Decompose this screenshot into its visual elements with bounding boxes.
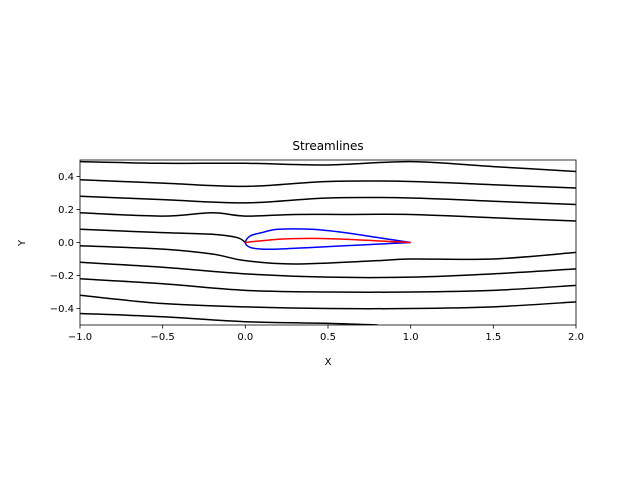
streamline-3 [80,195,576,206]
chart-title: Streamlines [292,139,363,153]
x-axis: −1.0 −0.5 0.0 0.5 1.0 1.5 2.0 [68,325,584,343]
x-axis-label: X [325,357,332,368]
y-tick-label: 0.4 [58,172,74,183]
streamline-7 [80,261,576,279]
x-tick-label: 1.0 [403,332,419,343]
plot-area [80,160,576,325]
y-tick-label: −0.2 [50,271,74,282]
streamline-1 [80,160,576,173]
y-axis: −0.4 −0.2 0.0 0.2 0.4 [50,172,80,315]
y-tick-label: 0.2 [58,205,74,216]
y-axis-label: Y [17,239,28,247]
x-tick-label: 2.0 [568,332,584,343]
streamline-9 [80,294,576,310]
streamline-10 [80,312,378,325]
x-tick-label: 1.5 [485,332,501,343]
streamline-4 [80,212,576,222]
x-tick-label: 0.0 [237,332,253,343]
y-tick-label: 0.0 [58,238,74,249]
x-tick-label: 0.5 [320,332,336,343]
plot-frame [79,159,577,326]
streamline-2 [80,179,576,189]
airfoil-outline [244,228,411,251]
x-tick-label: −1.0 [68,332,92,343]
streamline-8 [80,278,576,293]
y-tick-label: −0.4 [50,304,74,315]
streamline-5 [80,228,246,244]
streamline-6 [80,245,576,265]
camber-line [245,237,411,244]
x-tick-label: −0.5 [151,332,175,343]
